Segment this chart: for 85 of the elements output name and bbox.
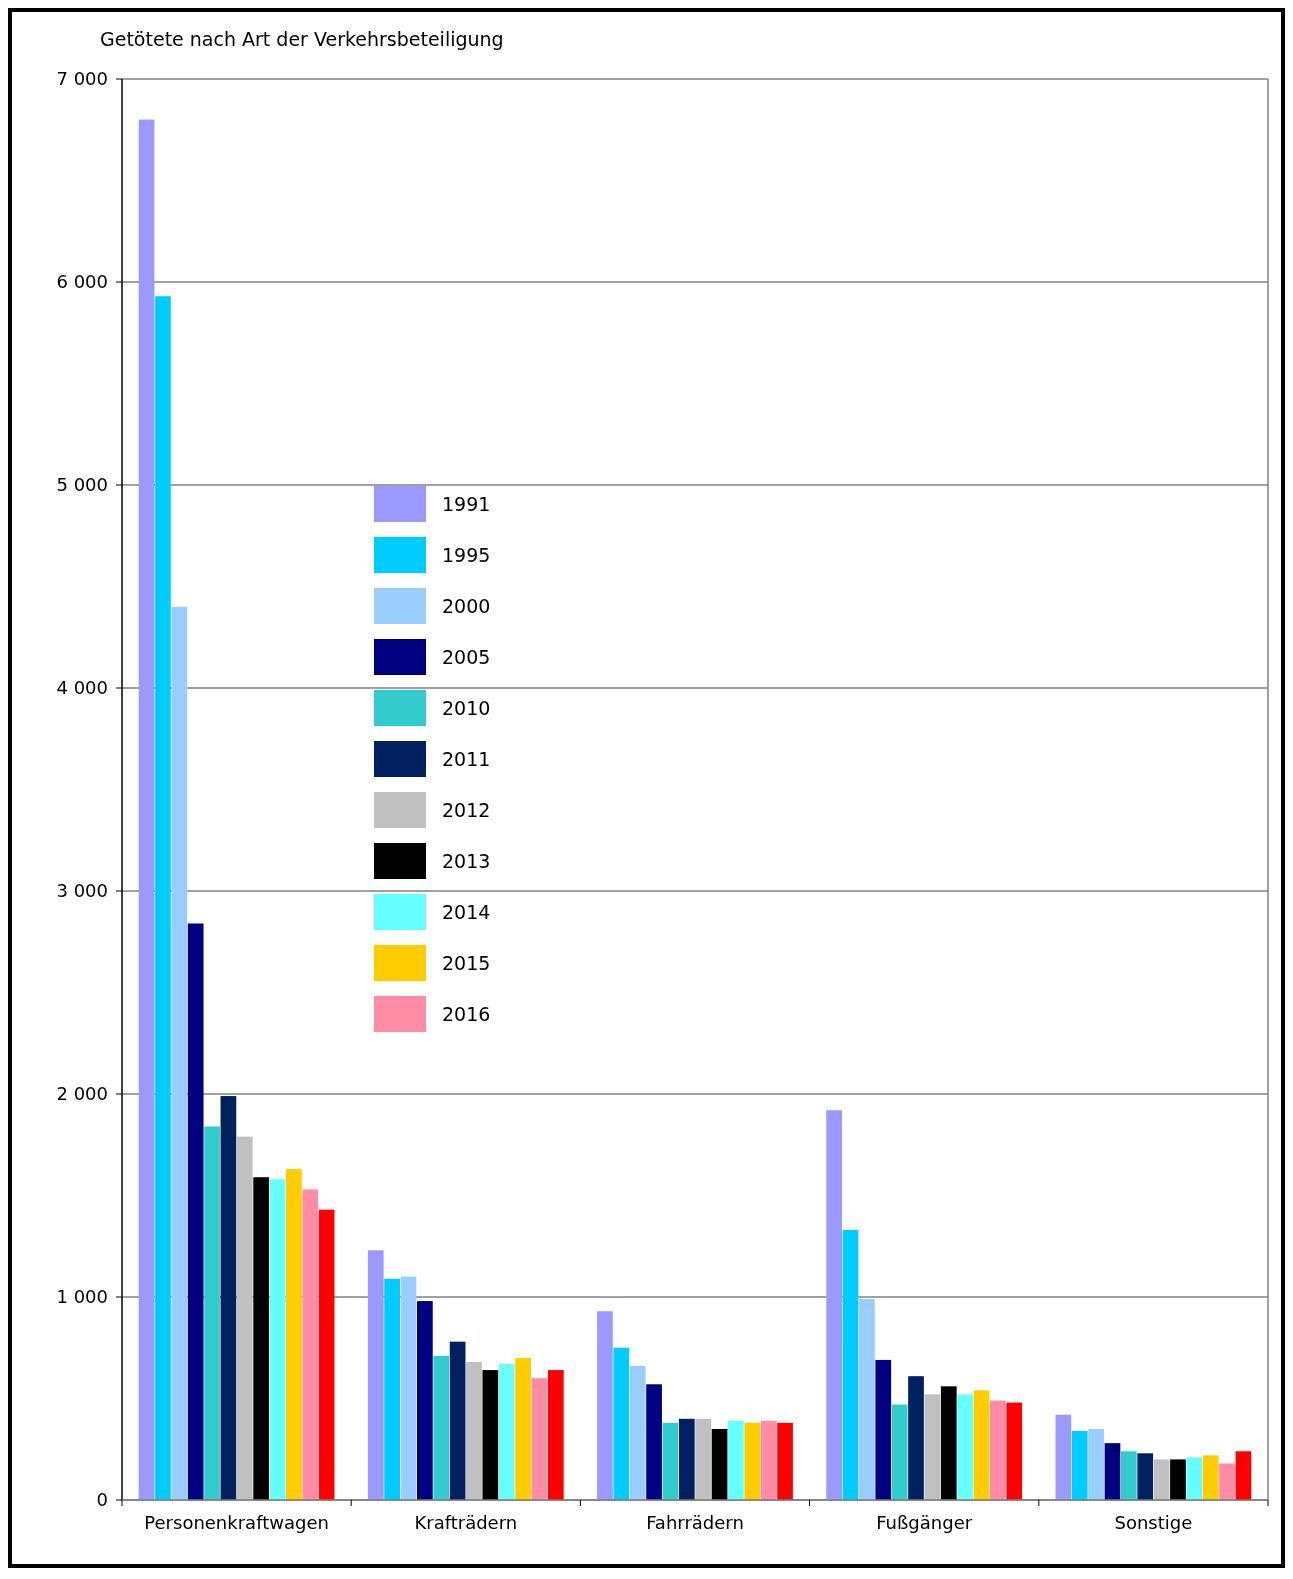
bar — [466, 1361, 482, 1500]
bar — [1235, 1451, 1252, 1500]
bar — [1202, 1455, 1219, 1500]
bar — [973, 1390, 990, 1500]
bar — [678, 1418, 695, 1500]
bar — [171, 606, 188, 1500]
bar — [236, 1136, 253, 1500]
x-tick-label: Sonstige — [1114, 1512, 1193, 1533]
legend-label: 2010 — [442, 696, 491, 719]
bar — [826, 1110, 843, 1500]
bar — [744, 1422, 761, 1500]
legend-label: 2011 — [442, 747, 491, 770]
bar — [842, 1230, 859, 1500]
bar — [449, 1341, 466, 1500]
bar — [547, 1370, 564, 1500]
bar — [400, 1276, 417, 1500]
legend-label: 2015 — [442, 951, 491, 974]
bar — [957, 1394, 973, 1500]
bar — [990, 1400, 1006, 1500]
bar — [1088, 1428, 1104, 1500]
legend-label: 2014 — [442, 900, 491, 923]
bar — [515, 1357, 531, 1500]
bar — [433, 1355, 450, 1500]
bar — [482, 1370, 499, 1500]
bar — [367, 1250, 384, 1500]
legend-label: 1991 — [442, 492, 491, 515]
bar — [384, 1278, 400, 1500]
bar — [695, 1418, 712, 1500]
bar — [1153, 1459, 1170, 1500]
bar — [711, 1428, 728, 1500]
bar — [1055, 1414, 1072, 1500]
bar — [155, 296, 171, 1500]
bar — [613, 1347, 630, 1500]
bar — [1104, 1443, 1121, 1500]
y-tick-label: 1 000 — [56, 1286, 108, 1308]
bar — [597, 1311, 613, 1500]
y-tick-label: 3 000 — [56, 880, 108, 902]
bar — [269, 1179, 286, 1500]
bar — [646, 1384, 662, 1500]
legend-label: 2016 — [442, 1002, 491, 1025]
legend-label: 2013 — [442, 849, 491, 872]
y-tick-label: 2 000 — [56, 1083, 108, 1105]
bar — [891, 1404, 908, 1500]
chart-title: Getötete nach Art der Verkehrsbeteiligung — [100, 28, 504, 50]
bar — [1120, 1451, 1137, 1500]
y-tick-label: 6 000 — [56, 271, 108, 293]
bar — [1170, 1459, 1186, 1500]
y-tick-label: 4 000 — [56, 677, 108, 699]
x-tick-label: Personenkraftwagen — [144, 1512, 329, 1533]
bar — [1137, 1453, 1154, 1500]
bar — [220, 1096, 237, 1500]
bar — [728, 1420, 744, 1500]
bar — [629, 1366, 646, 1500]
bar — [940, 1386, 957, 1500]
bar — [1186, 1457, 1203, 1500]
bar — [908, 1376, 924, 1500]
legend-label: 2000 — [442, 594, 491, 617]
bar — [253, 1177, 270, 1500]
bar — [875, 1359, 892, 1500]
y-tick-label: 7 000 — [56, 68, 108, 90]
y-tick-label: 5 000 — [56, 474, 108, 496]
bar — [1071, 1430, 1088, 1500]
bar — [187, 923, 204, 1500]
bar — [417, 1301, 433, 1500]
legend-label: 2012 — [442, 798, 491, 821]
bar — [1219, 1463, 1235, 1500]
x-tick-label: Fußgänger — [876, 1512, 973, 1533]
bar — [498, 1363, 515, 1500]
bar — [318, 1209, 335, 1500]
legend-label: 2005 — [442, 645, 491, 668]
x-tick-label: Fahrrädern — [646, 1512, 744, 1533]
bar — [777, 1422, 793, 1500]
bar — [760, 1420, 777, 1500]
bar — [204, 1126, 220, 1500]
x-tick-label: Krafträdern — [414, 1512, 518, 1533]
bar — [302, 1189, 319, 1500]
bar — [859, 1299, 875, 1500]
legend-label: 1995 — [442, 543, 491, 566]
bar — [662, 1422, 679, 1500]
y-tick-label: 0 — [96, 1489, 108, 1511]
bar — [1006, 1402, 1023, 1500]
bar — [286, 1169, 302, 1500]
bar — [531, 1378, 548, 1500]
bar — [138, 119, 155, 1500]
bar — [924, 1394, 941, 1500]
